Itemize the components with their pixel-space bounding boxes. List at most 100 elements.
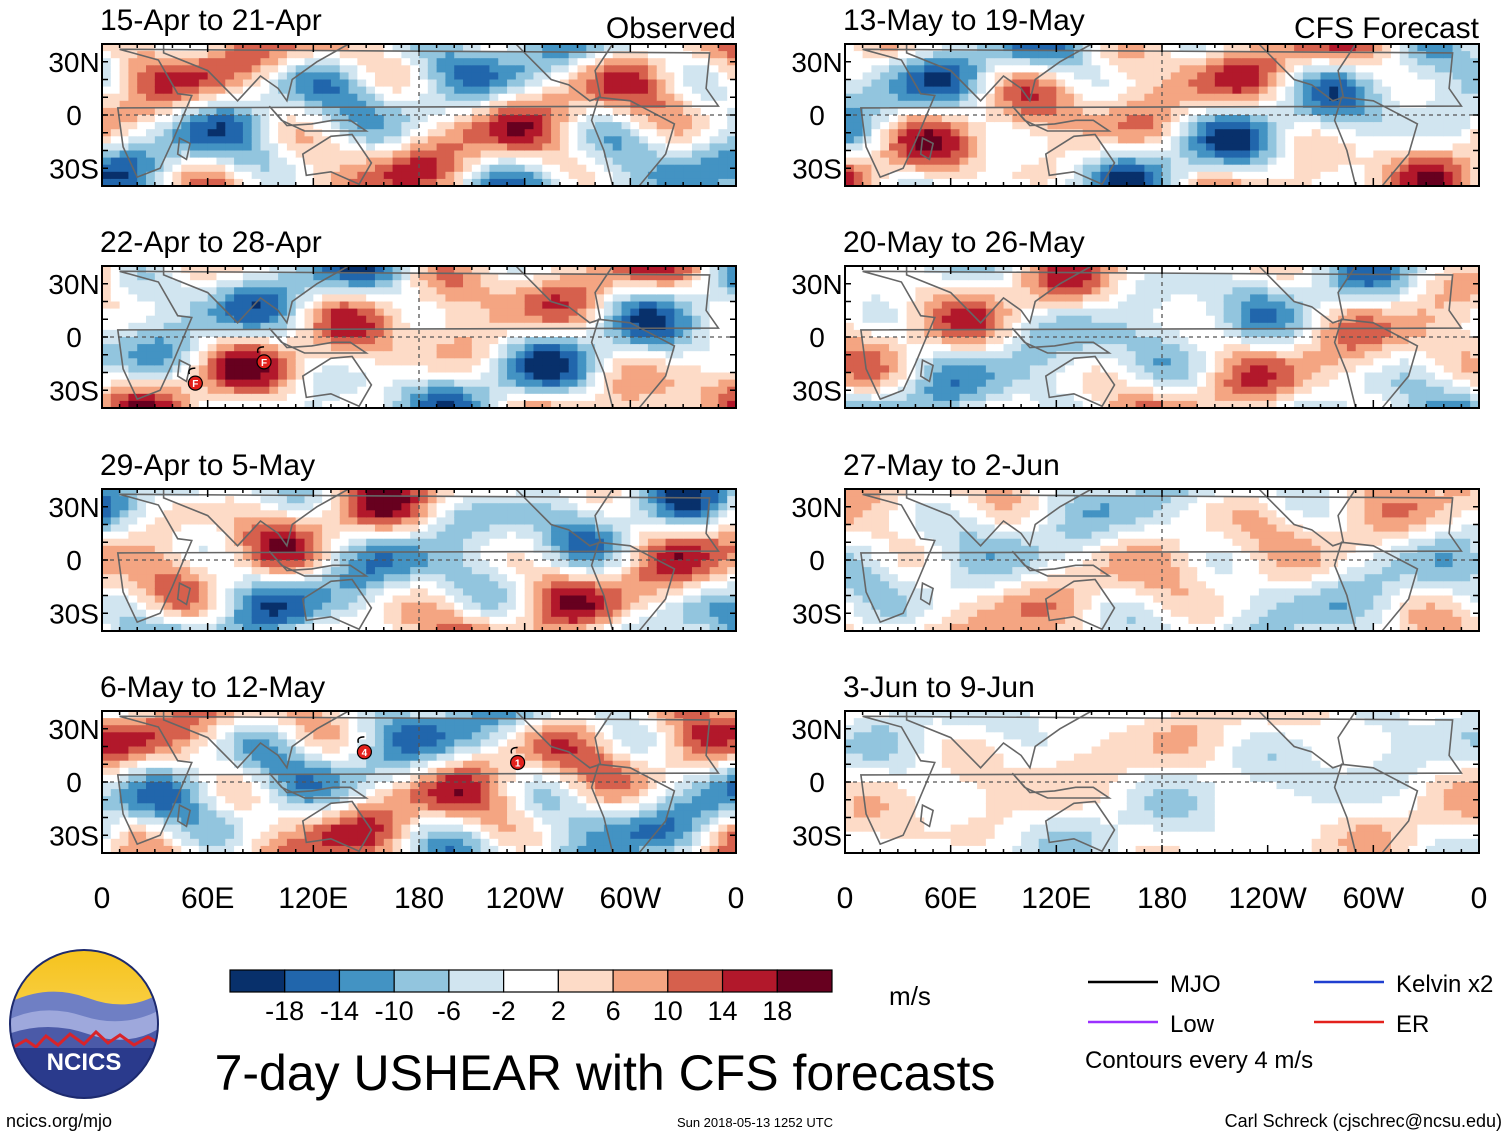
y-tick-label: 30S [49,598,99,629]
y-tick-label: 30S [792,153,842,184]
panel-title: 13-May to 19-May [843,4,1085,37]
ncics-logo: NCICS [9,949,159,1099]
x-tick-label: 0 [837,882,854,915]
colorbar-swatch [776,969,833,993]
x-tick-label: 0 [94,882,111,915]
shading-field [845,711,1480,854]
colorbar-swatch [229,969,286,993]
y-tick-label: 0 [809,767,825,798]
y-tick-label: 30S [792,375,842,406]
svg-text:F: F [192,379,198,390]
x-tick-label: 60W [1342,882,1404,915]
colorbar-tick-label: 18 [762,996,792,1026]
colorbar-tick-label: -10 [375,996,414,1026]
map-panel: 30N 0 30S 6-May to 12-May 4 1 [48,671,737,854]
panel-title: 27-May to 2-Jun [843,449,1060,482]
map-panel: 30N 0 30S 3-Jun to 9-Jun [791,671,1480,854]
x-tick-label: 0 [728,882,745,915]
y-tick-label: 0 [66,545,82,576]
map-panel: 30N 0 30S 29-Apr to 5-May [48,449,737,632]
colorbar-swatch [721,969,778,993]
shading-field [845,266,1480,409]
map-panel: 30N 0 30S 15-Apr to 21-Apr Observed [48,4,737,187]
y-tick-label: 30S [49,820,99,851]
panel-title: 3-Jun to 9-Jun [843,671,1035,704]
y-tick-label: 0 [809,545,825,576]
colorbar-swatch [393,969,450,993]
map-panel: 30N 0 30S 22-Apr to 28-Apr F F [48,226,737,409]
colorbar-swatch [284,969,341,993]
y-tick-label: 30S [792,820,842,851]
map-panel: 30N 0 30S 27-May to 2-Jun [791,449,1480,632]
panel-grid: 30N 0 30S 15-Apr to 21-Apr Observed 30N 0 30S 22… [48,4,1480,854]
legend-entry: MJO [1088,971,1221,998]
source-url: ncics.org/mjo [6,1111,112,1131]
y-tick-label: 0 [809,100,825,131]
x-tick-label: 60W [599,882,661,915]
y-tick-label: 30N [791,269,842,300]
panel-title: 20-May to 26-May [843,226,1085,259]
colorbar-swatch [667,969,724,993]
legend-entry: Low [1088,1011,1215,1038]
colorbar-units: m/s [889,981,931,1011]
colorbar-tick-label: 14 [707,996,737,1026]
shading-field [102,711,737,854]
panel-title: 6-May to 12-May [100,671,325,704]
colorbar-swatch [338,969,395,993]
x-tick-label: 60E [181,882,234,915]
coastlines [116,710,720,854]
panel-title: 29-Apr to 5-May [100,449,315,482]
map-panel: 30N 0 30S 13-May to 19-May CFS Forecast [791,4,1480,187]
x-tick-label: 120W [486,882,565,915]
panel-title: 22-Apr to 28-Apr [100,226,322,259]
colorbar-tick-label: -2 [492,996,516,1026]
x-tick-label: 120E [278,882,348,915]
y-tick-label: 30N [791,492,842,523]
colorbar-swatch [503,969,559,993]
shading-field [845,44,1480,187]
x-tick-label: 120W [1229,882,1308,915]
colorbar-tick-label: -18 [265,996,304,1026]
author-credit: Carl Schreck (cjschrec@ncsu.edu) [1225,1111,1502,1131]
x-tick-label: 0 [1471,882,1488,915]
colorbar-tick-label: -14 [320,996,359,1026]
y-tick-label: 30N [48,492,99,523]
legend-entry: Kelvin x2 [1314,971,1493,998]
y-tick-label: 30N [791,714,842,745]
legend-note: Contours every 4 m/s [1085,1047,1313,1074]
y-tick-label: 0 [66,767,82,798]
panel-title: 15-Apr to 21-Apr [100,4,322,37]
x-tick-label: 180 [1137,882,1187,915]
colorbar-swatch [557,969,614,993]
logo-text: NCICS [47,1049,122,1076]
y-tick-label: 30N [791,47,842,78]
figure-title: 7-day USHEAR with CFS forecasts [215,1045,996,1101]
storm-marker: F [256,346,272,370]
colorbar: -18 -14 -10 -6 -2 2 6 10 14 18 [229,969,833,1026]
legend-entry: ER [1314,1011,1429,1038]
shading-field [102,44,737,187]
colorbar-tick-label: 10 [653,996,683,1026]
y-tick-label: 30N [48,714,99,745]
coastlines [859,43,1463,187]
y-tick-label: 30N [48,269,99,300]
y-tick-label: 0 [66,322,82,353]
shading-field [102,489,737,632]
column-header: Observed [606,12,736,45]
x-tick-label: 120E [1021,882,1091,915]
storm-marker: 1 [510,746,526,771]
storm-marker: F [187,367,203,391]
timestamp: Sun 2018-05-13 1252 UTC [677,1115,833,1130]
colorbar-tick-label: 2 [551,996,566,1026]
colorbar-swatch [448,969,505,993]
svg-text:F: F [261,358,267,369]
y-tick-label: 30S [49,375,99,406]
y-tick-label: 30S [792,598,842,629]
storm-marker: 4 [356,736,373,760]
y-tick-label: 0 [66,100,82,131]
colorbar-swatch [612,969,669,993]
y-tick-label: 0 [809,322,825,353]
x-tick-label: 60E [924,882,977,915]
